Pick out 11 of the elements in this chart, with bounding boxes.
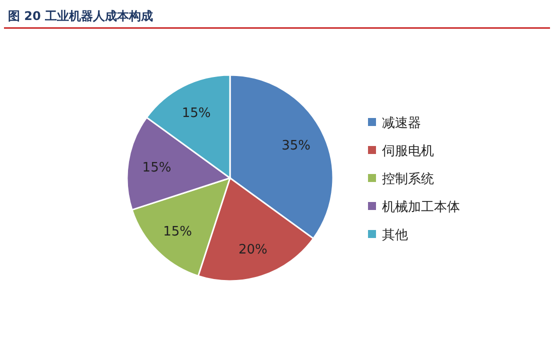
legend-label: 机械加工本体 bbox=[382, 200, 460, 215]
data-label: 35% bbox=[282, 138, 311, 154]
chart-title: 图 20 工业机器人成本构成 bbox=[8, 9, 154, 23]
data-label: 15% bbox=[182, 106, 211, 121]
legend-label: 减速器 bbox=[382, 116, 421, 131]
legend-label: 伺服电机 bbox=[382, 144, 434, 159]
data-label: 15% bbox=[142, 160, 172, 176]
legend-label: 其他 bbox=[382, 228, 408, 243]
data-label: 20% bbox=[238, 242, 268, 258]
legend-label: 控制系统 bbox=[382, 172, 434, 187]
data-label: 15% bbox=[163, 224, 192, 240]
